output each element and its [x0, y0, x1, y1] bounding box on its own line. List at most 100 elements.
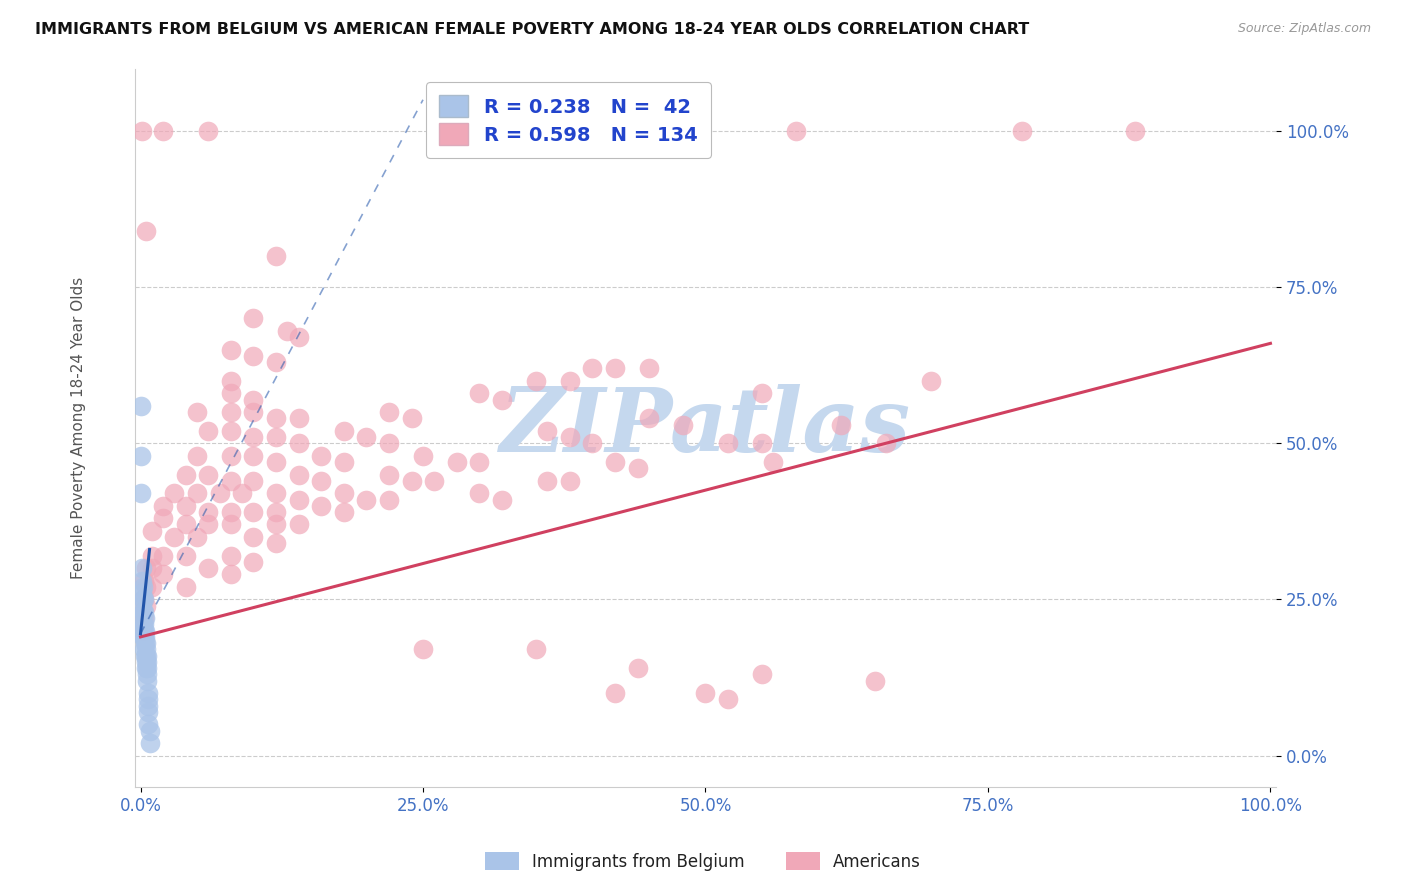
Point	[219, 549, 242, 563]
Point	[264, 411, 287, 425]
Point	[412, 449, 434, 463]
Point	[468, 455, 491, 469]
Point	[378, 405, 401, 419]
Point	[134, 648, 156, 663]
Point	[536, 424, 558, 438]
Point	[603, 455, 626, 469]
Point	[174, 580, 197, 594]
Point	[333, 424, 356, 438]
Point	[603, 686, 626, 700]
Point	[242, 555, 264, 569]
Point	[446, 455, 468, 469]
Point	[1123, 124, 1146, 138]
Point	[672, 417, 695, 432]
Point	[197, 517, 219, 532]
Point	[174, 517, 197, 532]
Point	[135, 642, 157, 657]
Point	[219, 374, 242, 388]
Point	[132, 630, 155, 644]
Point	[231, 486, 253, 500]
Point	[132, 617, 155, 632]
Point	[131, 574, 153, 588]
Point	[132, 611, 155, 625]
Point	[401, 474, 423, 488]
Point	[131, 124, 153, 138]
Point	[264, 486, 287, 500]
Point	[141, 561, 163, 575]
Point	[197, 124, 219, 138]
Point	[135, 580, 157, 594]
Point	[333, 505, 356, 519]
Point	[132, 624, 155, 638]
Point	[136, 648, 159, 663]
Point	[132, 592, 155, 607]
Point	[524, 642, 547, 657]
Point	[287, 330, 309, 344]
Point	[558, 430, 581, 444]
Point	[135, 655, 157, 669]
Point	[219, 405, 242, 419]
Point	[603, 124, 626, 138]
Point	[136, 673, 159, 688]
Point	[638, 411, 661, 425]
Point	[132, 592, 155, 607]
Point	[242, 530, 264, 544]
Point	[131, 617, 153, 632]
Text: ZIPatlas: ZIPatlas	[501, 384, 911, 471]
Point	[219, 567, 242, 582]
Point	[491, 392, 513, 407]
Point	[174, 549, 197, 563]
Point	[875, 436, 897, 450]
Point	[242, 449, 264, 463]
Point	[135, 661, 157, 675]
Point	[131, 611, 153, 625]
Point	[197, 561, 219, 575]
Point	[219, 449, 242, 463]
Point	[242, 505, 264, 519]
Point	[627, 461, 650, 475]
Point	[219, 505, 242, 519]
Point	[131, 561, 153, 575]
Point	[536, 474, 558, 488]
Point	[141, 524, 163, 538]
Point	[152, 499, 174, 513]
Point	[242, 474, 264, 488]
Point	[468, 386, 491, 401]
Legend: R = 0.238   N =  42, R = 0.598   N = 134: R = 0.238 N = 42, R = 0.598 N = 134	[426, 82, 711, 158]
Point	[412, 642, 434, 657]
Point	[136, 655, 159, 669]
Point	[186, 530, 208, 544]
Point	[524, 374, 547, 388]
Point	[135, 224, 157, 238]
Point	[219, 517, 242, 532]
Point	[132, 580, 155, 594]
Point	[134, 611, 156, 625]
Point	[163, 486, 186, 500]
Text: Source: ZipAtlas.com: Source: ZipAtlas.com	[1237, 22, 1371, 36]
Point	[138, 723, 160, 738]
Point	[129, 449, 152, 463]
Point	[219, 424, 242, 438]
Point	[138, 705, 160, 719]
Point	[242, 311, 264, 326]
Point	[378, 436, 401, 450]
Point	[603, 361, 626, 376]
Point	[197, 424, 219, 438]
Point	[863, 673, 886, 688]
Point	[131, 586, 153, 600]
Point	[264, 455, 287, 469]
Point	[132, 605, 155, 619]
Point	[129, 486, 152, 500]
Point	[132, 574, 155, 588]
Point	[138, 686, 160, 700]
Point	[186, 486, 208, 500]
Point	[287, 411, 309, 425]
Point	[264, 355, 287, 369]
Point	[751, 386, 773, 401]
Point	[311, 499, 333, 513]
Point	[135, 648, 157, 663]
Point	[186, 449, 208, 463]
Point	[762, 455, 785, 469]
Point	[558, 374, 581, 388]
Point	[785, 124, 807, 138]
